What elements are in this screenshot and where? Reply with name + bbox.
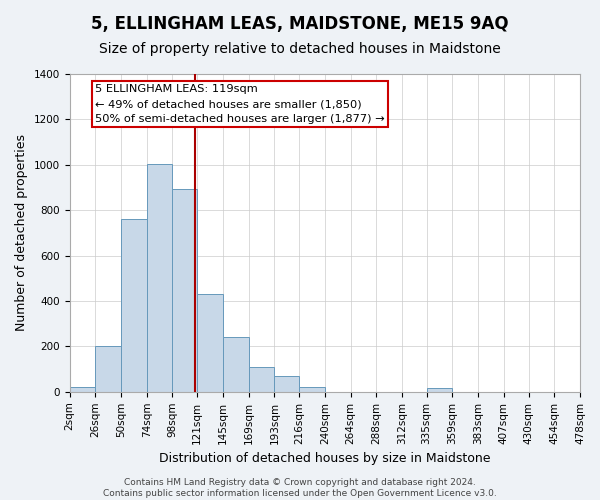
Bar <box>223 338 248 392</box>
Bar <box>172 188 197 392</box>
Text: 5 ELLINGHAM LEAS: 119sqm
← 49% of detached houses are smaller (1,850)
50% of sem: 5 ELLINGHAM LEAS: 119sqm ← 49% of detach… <box>95 84 385 124</box>
X-axis label: Distribution of detached houses by size in Maidstone: Distribution of detached houses by size … <box>159 452 491 465</box>
Bar <box>299 388 325 392</box>
Bar <box>197 294 223 392</box>
Text: Contains HM Land Registry data © Crown copyright and database right 2024.
Contai: Contains HM Land Registry data © Crown c… <box>103 478 497 498</box>
Bar <box>427 388 452 392</box>
Y-axis label: Number of detached properties: Number of detached properties <box>15 134 28 332</box>
Bar <box>147 164 172 392</box>
Bar <box>70 388 95 392</box>
Bar <box>121 220 147 392</box>
Text: 5, ELLINGHAM LEAS, MAIDSTONE, ME15 9AQ: 5, ELLINGHAM LEAS, MAIDSTONE, ME15 9AQ <box>91 15 509 33</box>
Bar <box>248 367 274 392</box>
Text: Size of property relative to detached houses in Maidstone: Size of property relative to detached ho… <box>99 42 501 56</box>
Bar <box>95 346 121 392</box>
Bar <box>274 376 299 392</box>
